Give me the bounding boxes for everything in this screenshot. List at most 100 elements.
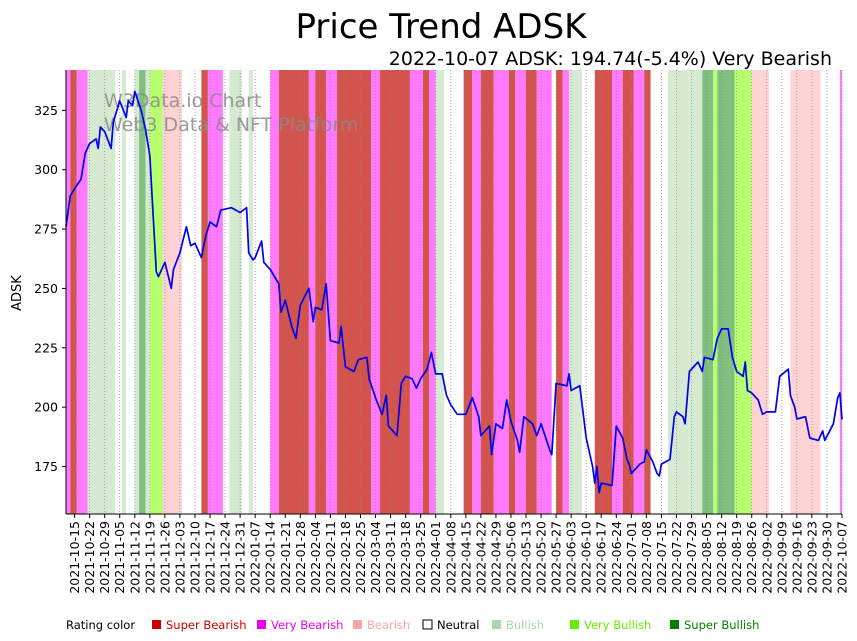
x-tick-label: 2022-04-15 bbox=[458, 521, 473, 594]
rating-band-neutral bbox=[253, 70, 271, 514]
x-tick-label: 2022-09-16 bbox=[789, 521, 804, 594]
rating-band-very-bearish bbox=[515, 70, 527, 514]
rating-band-super-bearish bbox=[644, 70, 651, 514]
rating-band-neutral bbox=[222, 70, 230, 514]
y-tick-label: 300 bbox=[34, 162, 58, 177]
chart-title: Price Trend ADSK bbox=[296, 7, 589, 47]
rating-band-super-bullish bbox=[139, 70, 146, 514]
rating-band-super-bearish bbox=[278, 70, 309, 514]
x-tick-label: 2021-12-24 bbox=[218, 521, 233, 594]
rating-band-very-bearish bbox=[472, 70, 481, 514]
rating-band-neutral bbox=[820, 70, 840, 514]
x-tick-label: 2022-02-11 bbox=[323, 521, 338, 594]
x-tick-label: 2022-07-22 bbox=[669, 521, 684, 594]
rating-band-very-bearish bbox=[308, 70, 316, 514]
legend-swatch-very-bearish bbox=[257, 620, 266, 629]
rating-band-super-bearish bbox=[336, 70, 372, 514]
x-tick-label: 2022-03-04 bbox=[368, 521, 383, 594]
legend-label-super-bearish: Super Bearish bbox=[166, 618, 247, 632]
rating-band-bullish bbox=[689, 70, 703, 514]
rating-band-super-bearish bbox=[70, 70, 77, 514]
rating-band-bullish bbox=[435, 70, 445, 514]
rating-band-very-bearish bbox=[207, 70, 223, 514]
x-tick-label: 2022-06-17 bbox=[594, 521, 609, 594]
rating-band-neutral bbox=[768, 70, 791, 514]
rating-band-super-bearish bbox=[463, 70, 473, 514]
rating-band-neutral bbox=[444, 70, 464, 514]
legend-label-very-bullish: Very Bullish bbox=[584, 618, 651, 632]
x-tick-label: 2022-05-27 bbox=[549, 521, 564, 594]
legend-swatch-neutral bbox=[422, 619, 433, 630]
x-tick-label: 2022-06-03 bbox=[564, 521, 579, 594]
y-tick-label: 250 bbox=[34, 281, 58, 296]
x-tick-label: 2022-03-18 bbox=[398, 521, 413, 594]
x-tick-label: 2022-08-12 bbox=[714, 521, 729, 594]
rating-band-neutral bbox=[242, 70, 249, 514]
rating-band-bullish bbox=[248, 70, 254, 514]
rating-band-bullish bbox=[145, 70, 150, 514]
legend-title: Rating color bbox=[66, 618, 135, 632]
rating-band-super-bullish bbox=[717, 70, 735, 514]
x-tick-label: 2022-04-01 bbox=[428, 521, 443, 594]
watermark-line-1: W3Data.io Chart bbox=[104, 90, 261, 112]
rating-band-bearish bbox=[790, 70, 821, 514]
rating-band-very-bearish bbox=[409, 70, 423, 514]
rating-band-very-bullish bbox=[149, 70, 163, 514]
x-tick-label: 2021-12-17 bbox=[203, 521, 218, 594]
x-tick-label: 2022-04-08 bbox=[443, 521, 458, 594]
rating-band-very-bearish bbox=[536, 70, 552, 514]
chart-subtitle: 2022-10-07 ADSK: 194.74(-5.4%) Very Bear… bbox=[389, 48, 832, 70]
x-tick-label: 2022-07-01 bbox=[624, 521, 639, 594]
rating-band-very-bearish bbox=[562, 70, 570, 514]
y-tick-label: 275 bbox=[34, 222, 58, 237]
x-tick-label: 2021-10-15 bbox=[67, 521, 82, 594]
x-tick-label: 2022-06-10 bbox=[579, 521, 594, 594]
legend-label-bearish: Bearish bbox=[367, 618, 410, 632]
rating-band-very-bearish bbox=[633, 70, 645, 514]
legend-swatch-bullish bbox=[492, 620, 501, 629]
rating-band-super-bearish bbox=[201, 70, 208, 514]
x-tick-label: 2021-10-22 bbox=[82, 521, 97, 594]
x-tick-label: 2022-04-22 bbox=[473, 521, 488, 594]
x-tick-label: 2022-05-20 bbox=[534, 521, 549, 594]
x-tick-label: 2022-09-09 bbox=[774, 521, 789, 594]
legend-label-super-bullish: Super Bullish bbox=[684, 618, 759, 632]
rating-band-bearish bbox=[751, 70, 769, 514]
rating-band-very-bearish bbox=[839, 70, 842, 514]
x-tick-label: 2022-05-13 bbox=[519, 521, 534, 594]
x-tick-label: 2021-11-19 bbox=[142, 521, 157, 594]
rating-band-very-bearish bbox=[493, 70, 509, 514]
rating-band-very-bullish bbox=[734, 70, 752, 514]
rating-band-neutral bbox=[581, 70, 595, 514]
x-tick-label: 2022-01-07 bbox=[248, 521, 263, 594]
y-tick-label: 175 bbox=[34, 459, 58, 474]
rating-band-neutral bbox=[126, 70, 135, 514]
rating-bands bbox=[66, 70, 842, 514]
y-tick-label: 325 bbox=[34, 103, 58, 118]
x-tick-label: 2022-09-02 bbox=[759, 521, 774, 594]
x-tick-label: 2022-08-26 bbox=[744, 521, 759, 594]
x-tick-label: 2022-03-25 bbox=[413, 521, 428, 594]
x-tick-label: 2022-02-18 bbox=[338, 521, 353, 594]
x-tick-label: 2021-10-29 bbox=[97, 521, 112, 594]
legend-label-bullish: Bullish bbox=[506, 618, 544, 632]
x-tick-label: 2022-03-11 bbox=[383, 521, 398, 594]
rating-band-super-bearish bbox=[622, 70, 634, 514]
y-axis-label: ADSK bbox=[10, 275, 25, 311]
rating-band-very-bearish bbox=[611, 70, 623, 514]
rating-band-super-bearish bbox=[508, 70, 516, 514]
legend-swatch-very-bullish bbox=[570, 620, 579, 629]
rating-band-super-bearish bbox=[379, 70, 410, 514]
x-tick-label: 2022-06-24 bbox=[609, 521, 624, 594]
rating-band-super-bearish bbox=[556, 70, 563, 514]
x-tick-label: 2022-02-04 bbox=[308, 521, 323, 594]
x-tick-label: 2021-11-12 bbox=[127, 521, 142, 594]
x-tick-label: 2022-08-19 bbox=[729, 521, 744, 594]
rating-band-super-bullish bbox=[702, 70, 714, 514]
rating-band-super-bearish bbox=[594, 70, 612, 514]
x-tick-label: 2021-12-10 bbox=[188, 521, 203, 594]
x-tick-label: 2022-09-23 bbox=[804, 521, 819, 594]
rating-band-super-bearish bbox=[315, 70, 327, 514]
x-tick-label: 2022-10-07 bbox=[835, 521, 850, 594]
